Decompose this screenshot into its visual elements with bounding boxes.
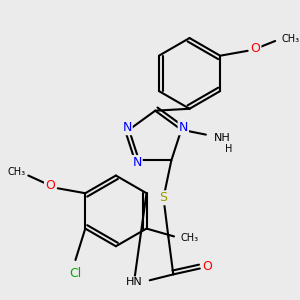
Text: N: N [132,156,142,169]
Text: CH₃: CH₃ [282,34,300,44]
Text: CH₃: CH₃ [181,233,199,243]
Text: NH: NH [214,133,231,142]
Text: CH₃: CH₃ [8,167,26,177]
Text: H: H [225,144,232,154]
Text: O: O [45,179,55,192]
Text: N: N [122,121,132,134]
Text: HN: HN [126,277,142,287]
Text: O: O [203,260,213,273]
Text: Cl: Cl [69,267,82,280]
Text: S: S [160,191,167,204]
Text: N: N [178,121,188,134]
Text: O: O [250,42,260,55]
